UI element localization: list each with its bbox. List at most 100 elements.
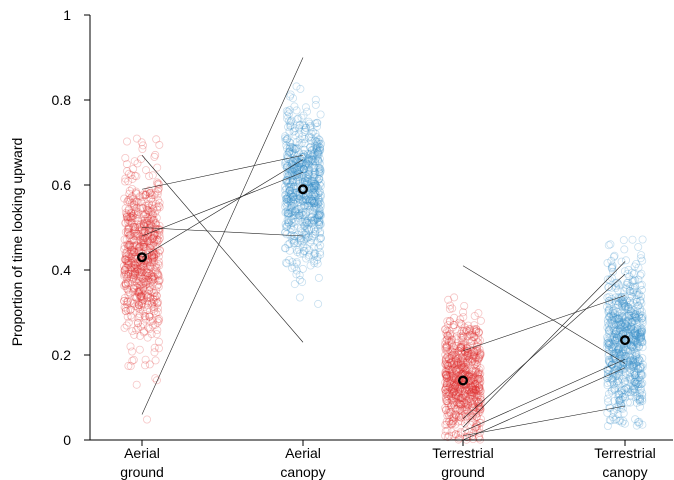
data-point	[313, 213, 322, 222]
data-point	[615, 298, 624, 307]
data-point	[468, 399, 477, 408]
data-point	[634, 342, 643, 351]
data-point	[120, 297, 129, 306]
data-point	[638, 389, 647, 398]
data-point	[139, 293, 148, 302]
data-point	[123, 274, 132, 283]
data-point	[123, 215, 132, 224]
data-point	[121, 280, 130, 289]
data-point	[630, 316, 639, 325]
data-point	[447, 396, 456, 405]
data-point	[294, 211, 303, 220]
data-point	[449, 342, 458, 351]
data-point	[137, 263, 146, 272]
data-point	[140, 221, 149, 230]
data-point	[630, 311, 639, 320]
data-point	[146, 237, 155, 246]
data-point	[303, 177, 312, 186]
data-point	[450, 348, 459, 357]
data-point	[619, 346, 628, 355]
data-point	[447, 351, 456, 360]
data-point	[635, 356, 644, 365]
data-point	[444, 347, 453, 356]
data-point	[291, 171, 300, 180]
data-point	[471, 385, 480, 394]
data-point	[455, 318, 464, 327]
data-point	[286, 186, 295, 195]
data-point	[299, 219, 308, 228]
data-point	[138, 226, 147, 235]
data-point	[149, 215, 158, 224]
data-point	[603, 373, 612, 382]
data-point	[609, 314, 618, 323]
data-point	[629, 299, 638, 308]
data-point	[132, 241, 141, 250]
data-point	[474, 372, 483, 381]
data-point	[283, 193, 292, 202]
data-point	[294, 165, 303, 174]
data-point	[282, 176, 291, 185]
data-point	[314, 183, 323, 192]
data-point	[308, 212, 317, 221]
data-point	[476, 405, 485, 414]
data-point	[315, 145, 324, 154]
data-point	[315, 211, 324, 220]
data-point	[446, 376, 455, 385]
data-point	[283, 144, 292, 153]
data-point	[145, 248, 154, 257]
data-point	[462, 357, 471, 366]
data-point	[285, 246, 294, 255]
data-point	[634, 301, 643, 310]
data-point	[293, 161, 302, 170]
data-point	[310, 172, 319, 181]
data-point	[638, 343, 647, 352]
data-point	[309, 176, 318, 185]
data-point	[614, 321, 623, 330]
data-point	[137, 299, 146, 308]
data-point	[615, 369, 624, 378]
data-point	[615, 396, 624, 405]
data-point	[605, 357, 614, 366]
data-point	[474, 369, 483, 378]
data-point	[614, 330, 623, 339]
data-point	[300, 176, 309, 185]
data-point	[309, 188, 318, 197]
data-point	[442, 371, 451, 380]
data-point	[148, 253, 157, 262]
data-point	[127, 209, 136, 218]
data-point	[476, 349, 485, 358]
data-point	[603, 315, 612, 324]
data-point	[475, 379, 484, 388]
data-point	[132, 187, 141, 196]
data-point	[293, 115, 302, 124]
data-point	[629, 288, 638, 297]
data-point	[288, 214, 297, 223]
data-point	[128, 327, 137, 336]
data-point	[121, 281, 130, 290]
data-point	[283, 195, 292, 204]
data-point	[132, 189, 141, 198]
data-point	[315, 143, 324, 152]
data-point	[295, 293, 304, 302]
data-point	[608, 369, 617, 378]
data-point	[471, 353, 480, 362]
data-point	[614, 400, 623, 409]
data-point	[286, 221, 295, 230]
data-point	[124, 361, 133, 370]
data-point	[461, 404, 470, 413]
data-point	[613, 315, 622, 324]
data-point	[631, 393, 640, 402]
data-point	[303, 149, 312, 158]
data-point	[142, 415, 151, 424]
data-point	[638, 327, 647, 336]
data-point	[300, 139, 309, 148]
data-point	[140, 238, 149, 247]
data-point	[122, 255, 131, 264]
data-point	[629, 313, 638, 322]
data-point	[154, 201, 163, 210]
data-point	[636, 307, 645, 316]
data-point	[616, 337, 625, 346]
data-point	[619, 359, 628, 368]
data-point	[453, 376, 462, 385]
data-point	[310, 199, 319, 208]
